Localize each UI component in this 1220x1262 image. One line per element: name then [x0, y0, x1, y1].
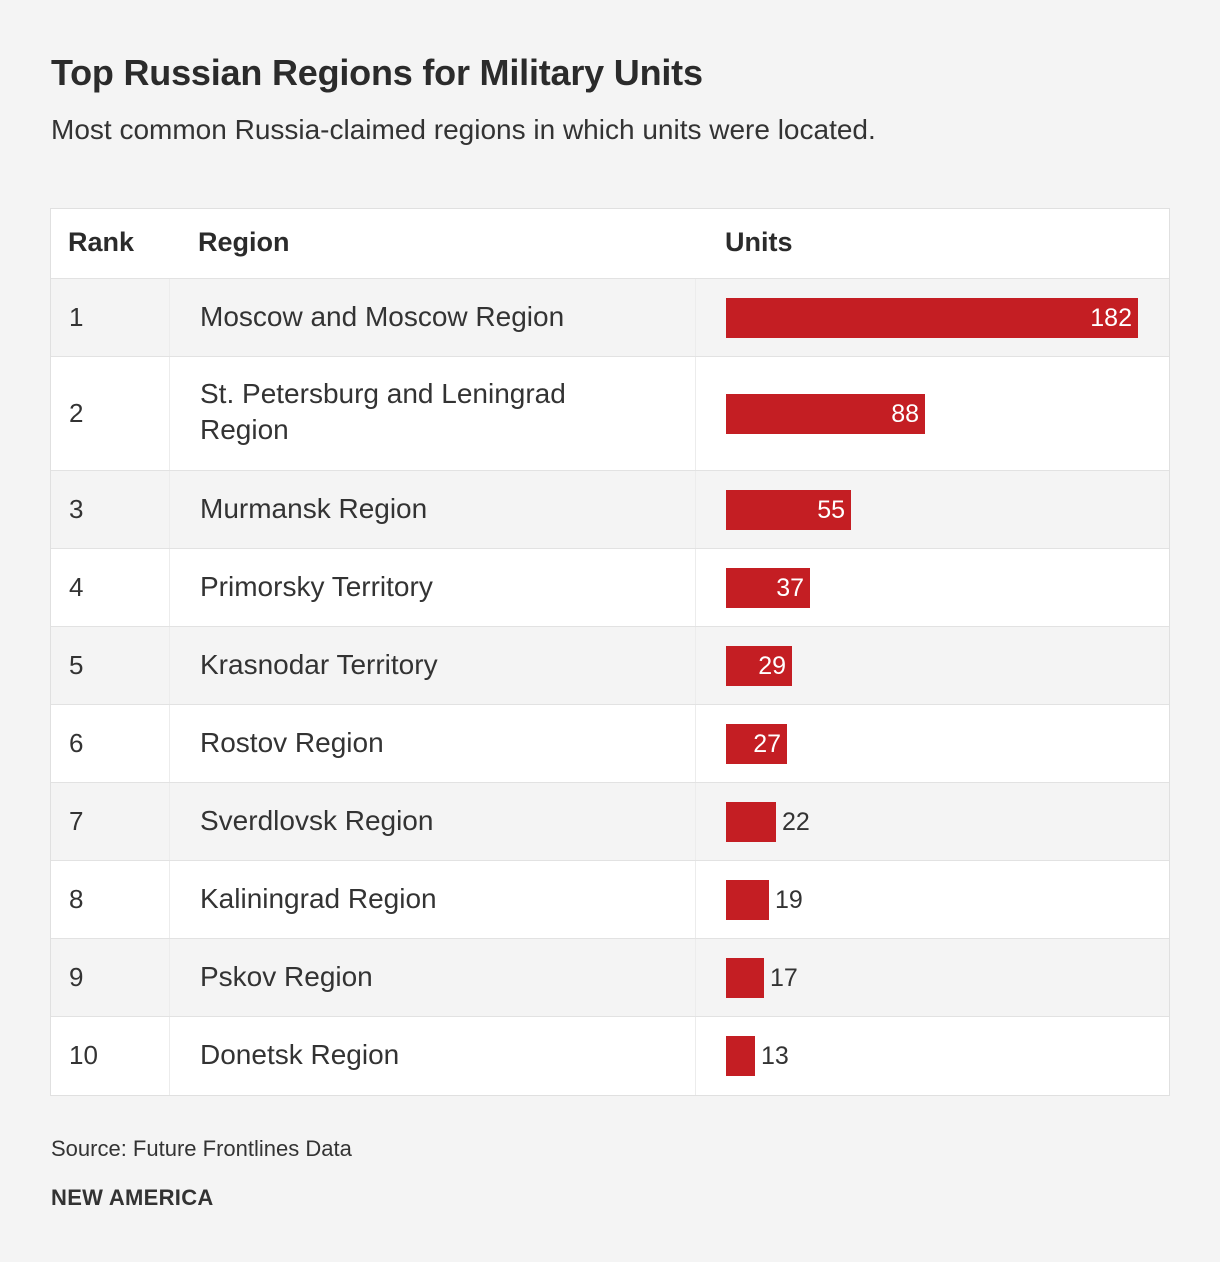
- column-divider: [169, 549, 170, 626]
- units-value-label: 88: [891, 400, 919, 428]
- table-row: 5 Krasnodar Territory 29: [51, 627, 1169, 705]
- chart-title: Top Russian Regions for Military Units: [51, 52, 703, 93]
- column-divider: [169, 939, 170, 1016]
- column-divider: [169, 627, 170, 704]
- rank-cell: 5: [69, 650, 84, 680]
- units-bar: [726, 568, 810, 608]
- rank-cell: 8: [69, 884, 84, 914]
- column-divider: [169, 705, 170, 782]
- region-cell: Primorsky Territory: [200, 571, 433, 602]
- rank-cell: 4: [69, 572, 84, 602]
- rank-cell: 9: [69, 962, 84, 992]
- region-cell: St. Petersburg and Leningrad Region: [200, 378, 566, 445]
- column-divider: [695, 471, 696, 548]
- column-divider: [695, 939, 696, 1016]
- column-divider: [695, 1017, 696, 1095]
- column-header-units: Units: [725, 227, 793, 257]
- units-bar: [726, 1036, 755, 1076]
- units-bar: [726, 958, 764, 998]
- column-divider: [695, 279, 696, 356]
- column-divider: [169, 357, 170, 470]
- region-cell: Moscow and Moscow Region: [200, 301, 565, 332]
- units-bar: [726, 490, 851, 530]
- column-divider: [695, 627, 696, 704]
- region-cell: Krasnodar Territory: [200, 649, 438, 680]
- region-cell: Rostov Region: [200, 727, 384, 758]
- column-divider: [169, 1017, 170, 1095]
- column-divider: [695, 783, 696, 860]
- column-divider: [169, 471, 170, 548]
- column-divider: [169, 279, 170, 356]
- region-cell: Donetsk Region: [200, 1039, 400, 1070]
- units-value-label: 55: [817, 496, 845, 524]
- table-row: 10 Donetsk Region 13: [51, 1017, 1169, 1095]
- table-row: 8 Kaliningrad Region 19: [51, 861, 1169, 939]
- region-cell: Pskov Region: [200, 961, 373, 992]
- table-row: 7 Sverdlovsk Region 22: [51, 783, 1169, 861]
- units-value-label: 37: [776, 574, 804, 602]
- data-table: Rank Region Units 1 Moscow and Moscow Reg…: [50, 208, 1170, 1096]
- chart-subtitle: Most common Russia-claimed regions in wh…: [51, 114, 876, 145]
- column-header-rank: Rank: [68, 227, 135, 257]
- units-bar: [726, 394, 925, 434]
- units-value-label: 182: [1090, 304, 1132, 332]
- column-divider: [695, 705, 696, 782]
- table-row: 9 Pskov Region 17: [51, 939, 1169, 1017]
- units-value-label: 13: [761, 1042, 789, 1070]
- table-row: 1 Moscow and Moscow Region 182: [51, 279, 1169, 357]
- table-row: 3 Murmansk Region 55: [51, 471, 1169, 549]
- rank-cell: 6: [69, 728, 84, 758]
- units-value-label: 17: [770, 964, 798, 992]
- region-cell: Kaliningrad Region: [200, 883, 437, 914]
- column-divider: [169, 783, 170, 860]
- rank-cell: 10: [69, 1040, 98, 1070]
- region-cell: Sverdlovsk Region: [200, 805, 434, 836]
- column-divider: [695, 357, 696, 470]
- units-value-label: 27: [753, 730, 781, 758]
- rank-cell: 1: [69, 302, 84, 332]
- rank-cell: 7: [69, 806, 84, 836]
- rank-cell: 2: [69, 398, 84, 428]
- units-bar: [726, 646, 792, 686]
- units-bar: [726, 298, 1138, 338]
- table-header: Rank Region Units: [51, 209, 1169, 279]
- column-divider: [169, 861, 170, 938]
- table-row: 6 Rostov Region 27: [51, 705, 1169, 783]
- units-value-label: 29: [758, 652, 786, 680]
- column-divider: [695, 549, 696, 626]
- units-bar: [726, 724, 787, 764]
- table-row: 4 Primorsky Territory 37: [51, 549, 1169, 627]
- table-row: 2 St. Petersburg and Leningrad Region 88: [51, 357, 1169, 471]
- source-note: Source: Future Frontlines Data: [51, 1136, 352, 1161]
- units-value-label: 19: [775, 886, 803, 914]
- column-header-region: Region: [198, 227, 290, 257]
- units-bar: [726, 880, 769, 920]
- rank-cell: 3: [69, 494, 84, 524]
- units-bar: [726, 802, 776, 842]
- units-value-label: 22: [782, 808, 810, 836]
- brand-logo-text: NEW AMERICA: [51, 1185, 214, 1210]
- column-divider: [695, 861, 696, 938]
- region-cell: Murmansk Region: [200, 493, 428, 524]
